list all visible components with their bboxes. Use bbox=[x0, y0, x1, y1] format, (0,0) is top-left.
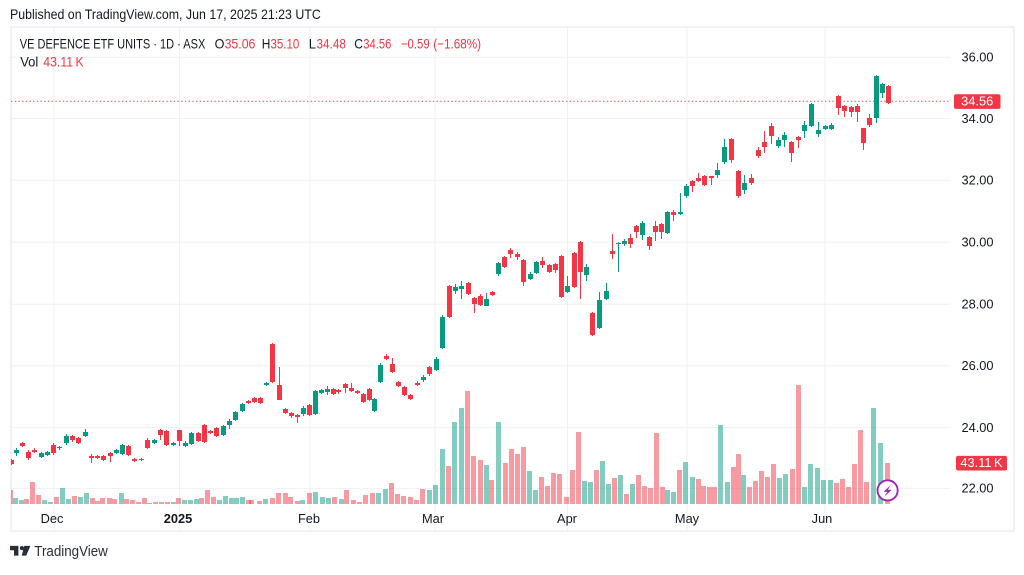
svg-text:TradingView: TradingView bbox=[34, 544, 108, 560]
svg-text:34.56: 34.56 bbox=[961, 94, 993, 109]
svg-text:Dec: Dec bbox=[41, 511, 64, 526]
svg-text:Jun: Jun bbox=[812, 511, 833, 526]
svg-text:43.11 K: 43.11 K bbox=[43, 54, 84, 70]
svg-text:L: L bbox=[309, 36, 316, 52]
svg-text:May: May bbox=[675, 511, 700, 526]
svg-text:Published on TradingView.com,: Published on TradingView.com, Jun 17, 20… bbox=[10, 7, 321, 22]
svg-text:Mar: Mar bbox=[422, 511, 445, 526]
svg-text:O: O bbox=[215, 36, 225, 52]
svg-text:H: H bbox=[262, 36, 271, 52]
svg-text:22.00: 22.00 bbox=[961, 481, 993, 496]
svg-text:36.00: 36.00 bbox=[961, 50, 993, 65]
svg-text:−0.59: −0.59 bbox=[401, 36, 430, 52]
svg-text:30.00: 30.00 bbox=[961, 235, 993, 250]
svg-text:Apr: Apr bbox=[557, 511, 578, 526]
svg-text:35.10: 35.10 bbox=[271, 36, 300, 52]
svg-text:(−1.68%): (−1.68%) bbox=[433, 36, 481, 52]
svg-text:34.00: 34.00 bbox=[961, 111, 993, 126]
svg-text:Feb: Feb bbox=[298, 511, 320, 526]
svg-text:35.06: 35.06 bbox=[225, 36, 256, 52]
svg-text:43.11 K: 43.11 K bbox=[960, 455, 1003, 470]
svg-text:34.48: 34.48 bbox=[317, 36, 347, 52]
svg-text:24.00: 24.00 bbox=[961, 420, 993, 435]
svg-text:VE DEFENCE ETF UNITS · 1D · AS: VE DEFENCE ETF UNITS · 1D · ASX bbox=[20, 36, 206, 52]
svg-text:26.00: 26.00 bbox=[961, 358, 993, 373]
svg-text:32.00: 32.00 bbox=[961, 173, 993, 188]
svg-text:28.00: 28.00 bbox=[961, 297, 993, 312]
svg-text:Vol: Vol bbox=[20, 54, 38, 70]
svg-text:34.56: 34.56 bbox=[363, 36, 391, 52]
svg-text:C: C bbox=[354, 36, 363, 52]
svg-text:2025: 2025 bbox=[164, 511, 192, 526]
